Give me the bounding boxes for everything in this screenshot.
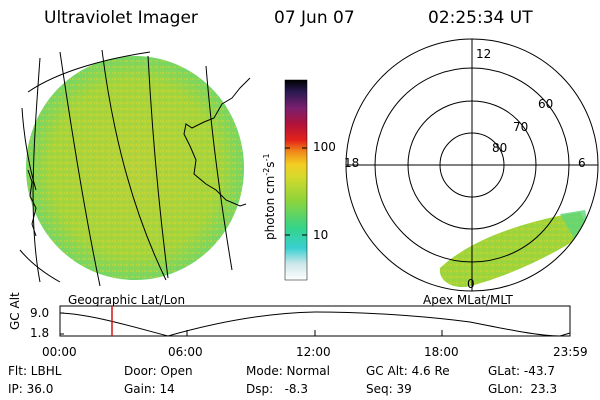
x-tick-0000: 00:00 bbox=[42, 345, 77, 359]
instrument-title: Ultraviolet Imager bbox=[44, 8, 198, 28]
colorbar-tick-100: 100 bbox=[313, 140, 336, 154]
geographic-panel-label: Geographic Lat/Lon bbox=[68, 293, 186, 307]
x-tick-0600: 06:00 bbox=[168, 345, 203, 359]
info-gc-alt: GC Alt: 4.6 Re bbox=[366, 364, 450, 378]
info-dsp: Dsp: -8.3 bbox=[246, 382, 309, 396]
mlat-label-80: 80 bbox=[492, 141, 508, 155]
info-seq: Seq: 39 bbox=[366, 382, 412, 396]
x-tick-2359: 23:59 bbox=[553, 345, 588, 359]
x-tick-1200: 12:00 bbox=[296, 345, 331, 359]
y-tick-9: 9.0 bbox=[30, 306, 50, 320]
time-label: 02:25:34 UT bbox=[428, 8, 533, 28]
apex-panel-label: Apex MLat/MLT bbox=[423, 293, 513, 307]
altitude-curve bbox=[59, 311, 571, 337]
geographic-grid-lines bbox=[19, 49, 233, 287]
mlt-label-6: 6 bbox=[578, 156, 586, 170]
info-flt: Flt: LBHL bbox=[8, 364, 62, 378]
mlt-label-18: 18 bbox=[344, 156, 360, 170]
date-label: 07 Jun 07 bbox=[274, 8, 355, 28]
colorbar-tick-10: 10 bbox=[313, 228, 329, 242]
coastline-fragment bbox=[27, 169, 37, 237]
mlat-label-60: 60 bbox=[538, 97, 554, 111]
info-ip: IP: 36.0 bbox=[8, 382, 54, 396]
info-mode: Mode: Normal bbox=[246, 364, 330, 378]
info-glat: GLat: -43.7 bbox=[488, 364, 555, 378]
gc-alt-axis-label: GC Alt bbox=[8, 292, 22, 330]
colorbar bbox=[284, 79, 308, 281]
y-tick-1-8: 1.8 bbox=[30, 326, 50, 340]
info-glon: GLon: 23.3 bbox=[488, 382, 558, 396]
info-door: Door: Open bbox=[124, 364, 193, 378]
mlt-label-0: 0 bbox=[467, 277, 475, 291]
x-tick-1800: 18:00 bbox=[424, 345, 459, 359]
mlt-label-12: 12 bbox=[476, 47, 492, 61]
mlat-label-70: 70 bbox=[513, 120, 529, 134]
info-gain: Gain: 14 bbox=[124, 382, 175, 396]
coastline bbox=[183, 77, 251, 207]
